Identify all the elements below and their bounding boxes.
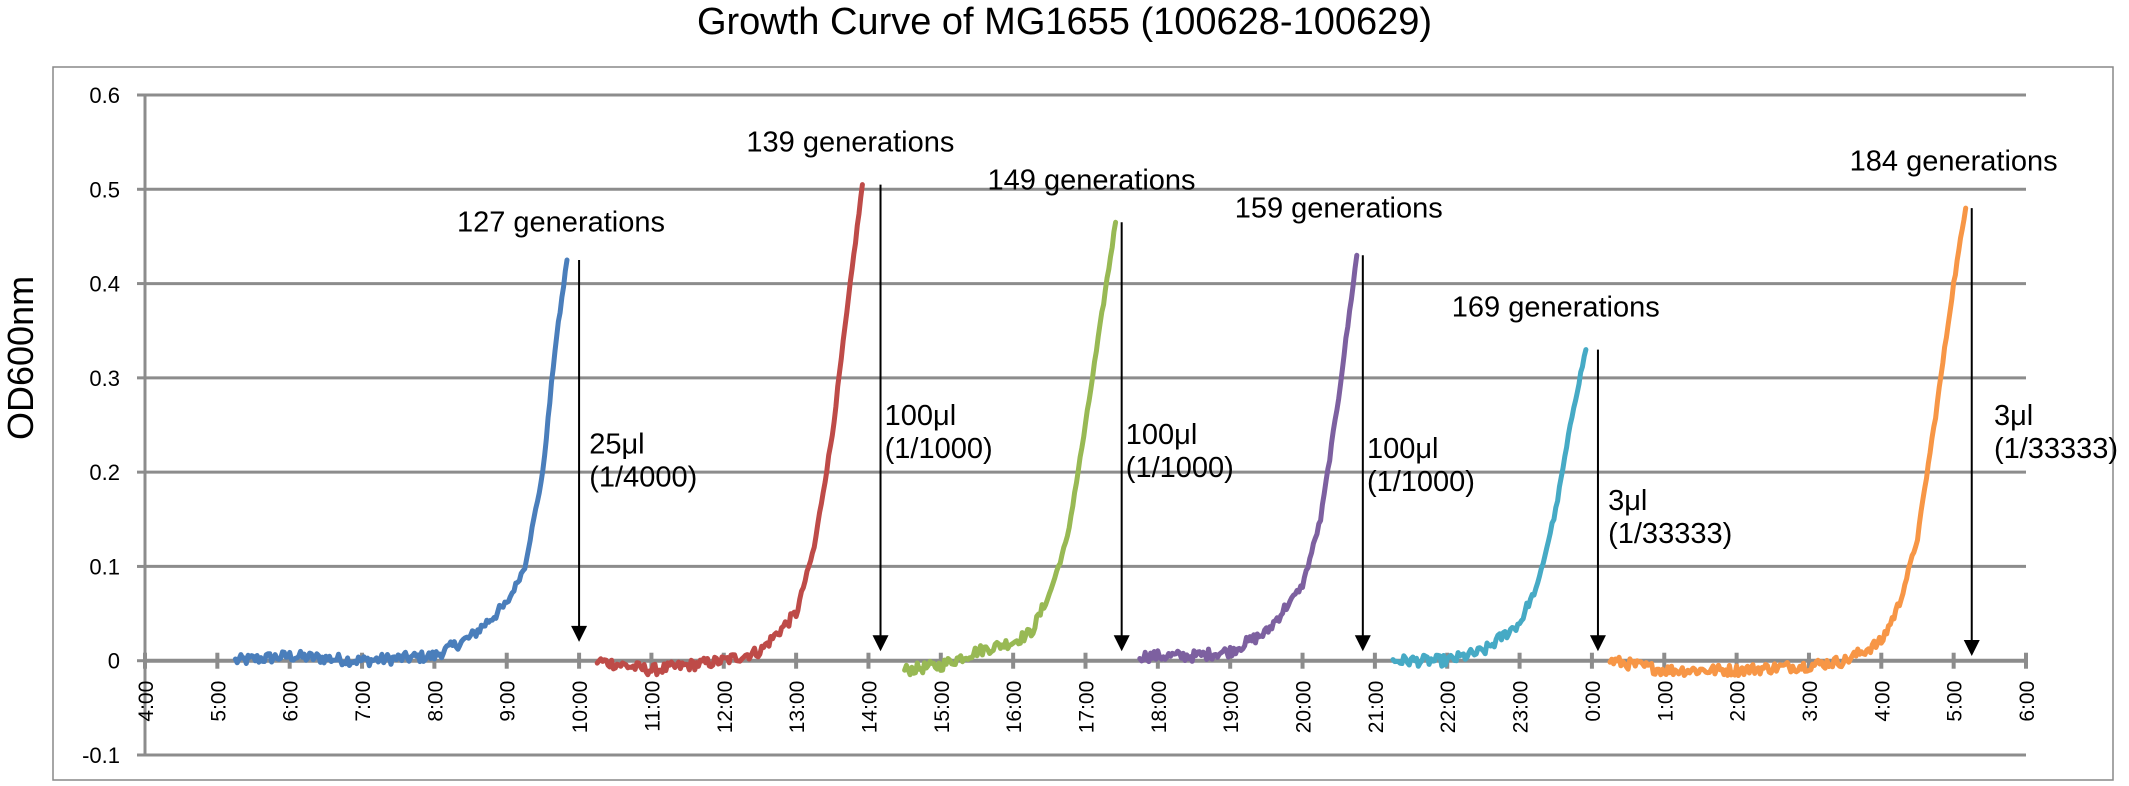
x-tick-label: 23:00 bbox=[1510, 681, 1533, 734]
x-tick-label: 6:00 bbox=[280, 681, 303, 722]
y-tick-label: 0.1 bbox=[89, 554, 120, 579]
x-tick-label: 19:00 bbox=[1220, 681, 1243, 734]
x-tick-label: 16:00 bbox=[1003, 681, 1026, 734]
dilution-label: 100μl bbox=[1126, 419, 1198, 451]
x-tick-label: 3:00 bbox=[1799, 681, 1822, 722]
chart-frame bbox=[52, 66, 2114, 781]
dilution-arrowhead bbox=[571, 625, 588, 642]
dilution-label: (1/4000) bbox=[589, 461, 697, 493]
generation-label: 127 generations bbox=[457, 207, 665, 239]
x-tick-label: 0:00 bbox=[1582, 681, 1605, 722]
x-tick-label: 21:00 bbox=[1365, 681, 1388, 734]
generation-label: 159 generations bbox=[1235, 193, 1443, 225]
series-line-2 bbox=[594, 182, 865, 678]
dilution-label: (1/1000) bbox=[885, 433, 993, 465]
dilution-label: (1/33333) bbox=[1608, 518, 1732, 550]
chart-title: Growth Curve of MG1655 (100628-100629) bbox=[696, 1, 1433, 43]
y-tick-label: 0.2 bbox=[89, 460, 120, 485]
y-tick-label: -0.1 bbox=[82, 743, 120, 768]
x-tick-label: 18:00 bbox=[1148, 681, 1171, 734]
dilution-label: (1/1000) bbox=[1126, 452, 1234, 484]
dilution-arrowhead bbox=[1963, 640, 1980, 656]
x-tick-label: 5:00 bbox=[207, 681, 230, 722]
x-tick-label: 6:00 bbox=[2016, 681, 2039, 722]
x-tick-label: 12:00 bbox=[714, 681, 737, 734]
dilution-arrowhead bbox=[1113, 635, 1130, 652]
x-tick-label: 8:00 bbox=[424, 681, 447, 722]
x-tick-label: 15:00 bbox=[931, 681, 954, 734]
x-tick-label: 14:00 bbox=[858, 681, 881, 734]
dilution-label: 25μl bbox=[589, 428, 644, 460]
generation-label: 139 generations bbox=[746, 127, 954, 159]
dilution-label: 3μl bbox=[1608, 485, 1647, 517]
series-line-4 bbox=[1137, 252, 1360, 665]
x-tick-label: 9:00 bbox=[497, 681, 520, 722]
x-tick-label: 22:00 bbox=[1437, 681, 1460, 734]
x-tick-label: 13:00 bbox=[786, 681, 809, 734]
x-tick-label: 10:00 bbox=[569, 681, 592, 734]
x-tick-label: 2:00 bbox=[1727, 681, 1750, 722]
dilution-label: 100μl bbox=[885, 400, 957, 432]
dilution-label: (1/33333) bbox=[1994, 433, 2118, 465]
series-line-1 bbox=[232, 257, 570, 669]
dilution-arrowhead bbox=[872, 635, 889, 652]
dilution-label: (1/1000) bbox=[1367, 466, 1475, 498]
generation-label: 184 generations bbox=[1850, 145, 2058, 177]
series-line-6 bbox=[1607, 205, 1969, 678]
y-tick-label: 0.5 bbox=[89, 177, 120, 202]
x-tick-label: 11:00 bbox=[641, 681, 664, 732]
dilution-arrowhead bbox=[1354, 635, 1371, 652]
x-tick-label: 7:00 bbox=[352, 681, 375, 722]
x-tick-label: 17:00 bbox=[1076, 681, 1099, 734]
y-tick-label: 0.3 bbox=[89, 366, 120, 391]
x-tick-label: 5:00 bbox=[1944, 681, 1967, 722]
y-tick-label: 0.4 bbox=[89, 272, 120, 297]
x-tick-label: 4:00 bbox=[1871, 681, 1894, 722]
dilution-arrowhead bbox=[1589, 635, 1606, 652]
generation-label: 169 generations bbox=[1452, 292, 1660, 324]
dilution-label: 100μl bbox=[1367, 433, 1439, 465]
dilution-label: 3μl bbox=[1994, 400, 2033, 432]
y-tick-label: 0 bbox=[108, 649, 120, 674]
x-tick-label: 20:00 bbox=[1293, 681, 1316, 734]
series-line-3 bbox=[902, 219, 1119, 678]
generation-label: 149 generations bbox=[988, 164, 1196, 196]
series-line-5 bbox=[1390, 347, 1589, 669]
x-tick-label: 1:00 bbox=[1654, 681, 1677, 722]
y-tick-label: 0.6 bbox=[89, 83, 120, 108]
x-tick-label: 4:00 bbox=[135, 681, 158, 722]
